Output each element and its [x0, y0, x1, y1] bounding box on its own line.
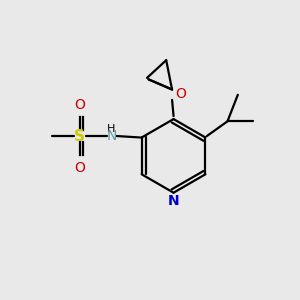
- Text: N: N: [107, 129, 117, 143]
- Text: N: N: [168, 194, 179, 208]
- Text: S: S: [74, 128, 85, 143]
- Text: O: O: [74, 160, 85, 175]
- Text: O: O: [74, 98, 85, 112]
- Text: O: O: [175, 87, 186, 101]
- Text: H: H: [106, 124, 115, 134]
